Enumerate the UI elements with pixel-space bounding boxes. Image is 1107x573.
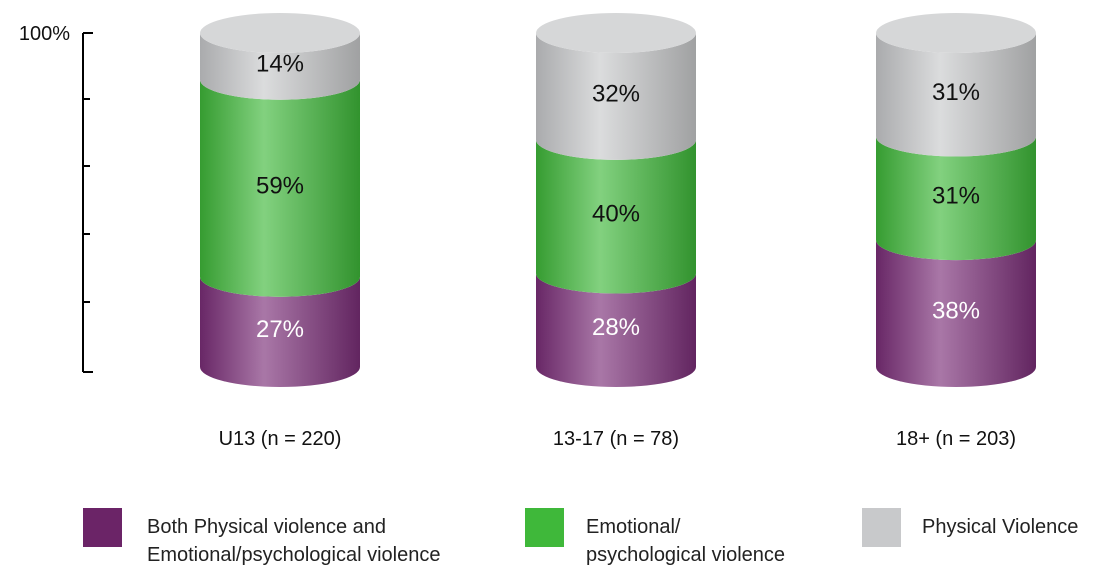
legend-label-1: Emotional/ psychological violence (586, 516, 786, 566)
legend-label-0: Both Physical violence and Emotional/psy… (147, 516, 441, 566)
cylinder-top-cap (876, 13, 1036, 53)
cylinder-top-cap (536, 13, 696, 53)
bar-segment-1-0 (200, 79, 360, 297)
legend-swatch-2 (862, 508, 901, 547)
data-label-2-2: 31% (932, 79, 980, 106)
data-label-1-1: 40% (592, 201, 640, 228)
bar-segment-2-0 (200, 33, 360, 100)
legend-swatch-0 (83, 508, 122, 547)
y-tick-label-100: 100% (19, 23, 70, 45)
bar-segment-2-2 (876, 33, 1036, 157)
data-label-0-2: 38% (932, 298, 980, 325)
data-label-1-0: 59% (256, 172, 304, 199)
bars: 27% 59% 14% 28% 40% 32% 38% 31% 31% (200, 13, 1036, 387)
category-label-0: U13 (n = 220) (219, 428, 342, 450)
legend-label-2: Physical Violence (922, 516, 1079, 538)
bar-segment-0-0 (200, 276, 360, 387)
data-label-0-0: 27% (256, 316, 304, 343)
category-label-1: 13-17 (n = 78) (553, 428, 679, 450)
bar-segment-2-1 (536, 33, 696, 160)
legend-swatch-1 (525, 508, 564, 547)
data-label-0-1: 28% (592, 314, 640, 341)
cylinder-1: 28% 40% 32% (536, 13, 696, 387)
category-label-2: 18+ (n = 203) (896, 428, 1016, 450)
bar-segment-0-2 (876, 240, 1036, 387)
cylinder-2: 38% 31% 31% (876, 13, 1036, 387)
data-label-2-1: 32% (592, 80, 640, 107)
bar-segment-1-2 (876, 136, 1036, 261)
y-axis: 100% (19, 23, 93, 373)
cylinder-0: 27% 59% 14% (200, 13, 360, 387)
data-label-1-2: 31% (932, 182, 980, 209)
category-labels: U13 (n = 220) 13-17 (n = 78) 18+ (n = 203) (219, 428, 1016, 450)
cylinder-top-cap (200, 13, 360, 53)
bar-segment-0-1 (536, 273, 696, 387)
bar-segment-1-1 (536, 139, 696, 294)
data-label-2-0: 14% (256, 50, 304, 77)
